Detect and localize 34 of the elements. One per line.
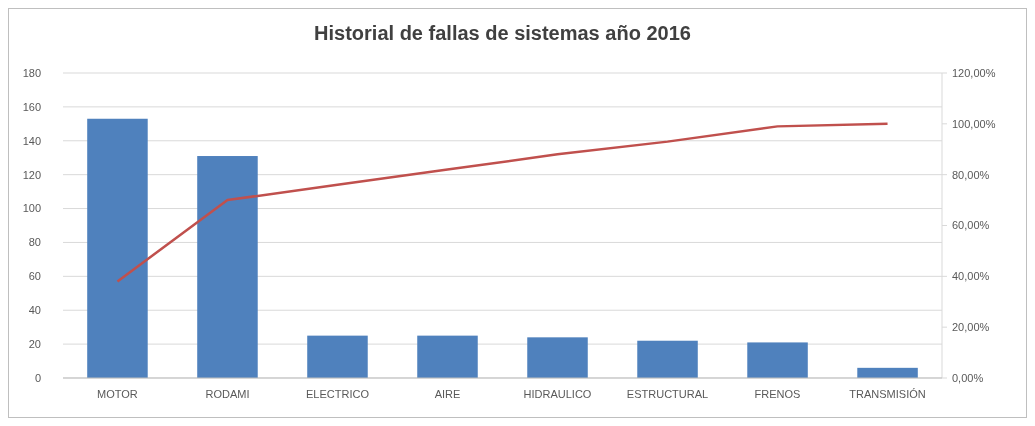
line-series bbox=[116, 122, 889, 283]
x-tick-label: ELECTRICO bbox=[306, 388, 370, 400]
x-tick-label: FRENOS bbox=[754, 388, 801, 400]
y2-tick-label: 40,00% bbox=[952, 270, 990, 283]
x-tick-label: AIRE bbox=[434, 388, 461, 400]
x-tick-label: MOTOR bbox=[97, 388, 138, 400]
y-tick-label: 40 bbox=[28, 304, 41, 317]
x-tick-label: RODAMI bbox=[205, 388, 250, 400]
y-tick-label: 60 bbox=[28, 270, 41, 283]
y-tick-label: 80 bbox=[28, 236, 41, 249]
y-tick-label: 180 bbox=[22, 66, 41, 79]
y-tick-label: 140 bbox=[22, 134, 41, 147]
bar bbox=[527, 337, 588, 378]
y-tick-label: 100 bbox=[22, 202, 41, 215]
y2-tick-label: 20,00% bbox=[952, 321, 990, 334]
x-tick-label: ESTRUCTURAL bbox=[626, 388, 709, 400]
y-tick-label: 0 bbox=[34, 371, 41, 384]
y-tick-label: 20 bbox=[28, 337, 41, 350]
bar bbox=[417, 335, 478, 378]
y2-tick-label: 60,00% bbox=[952, 219, 990, 232]
y2-tick-label: 120,00% bbox=[952, 66, 996, 79]
bar bbox=[87, 118, 148, 378]
bar bbox=[747, 342, 808, 378]
bar bbox=[197, 156, 258, 378]
y2-tick-label: 0,00% bbox=[952, 371, 984, 384]
y2-tick-label: 100,00% bbox=[952, 117, 996, 130]
bar bbox=[307, 335, 368, 378]
y-tick-label: 160 bbox=[22, 100, 41, 113]
y-tick-label: 120 bbox=[22, 168, 41, 181]
y2-tick-label: 80,00% bbox=[952, 168, 990, 181]
x-tick-label: HIDRAULICO bbox=[523, 388, 592, 400]
chart-title: Historial de fallas de sistemas año 2016 bbox=[314, 22, 691, 44]
x-tick-label: TRANSMISIÓN bbox=[849, 388, 926, 400]
bar bbox=[637, 340, 698, 378]
